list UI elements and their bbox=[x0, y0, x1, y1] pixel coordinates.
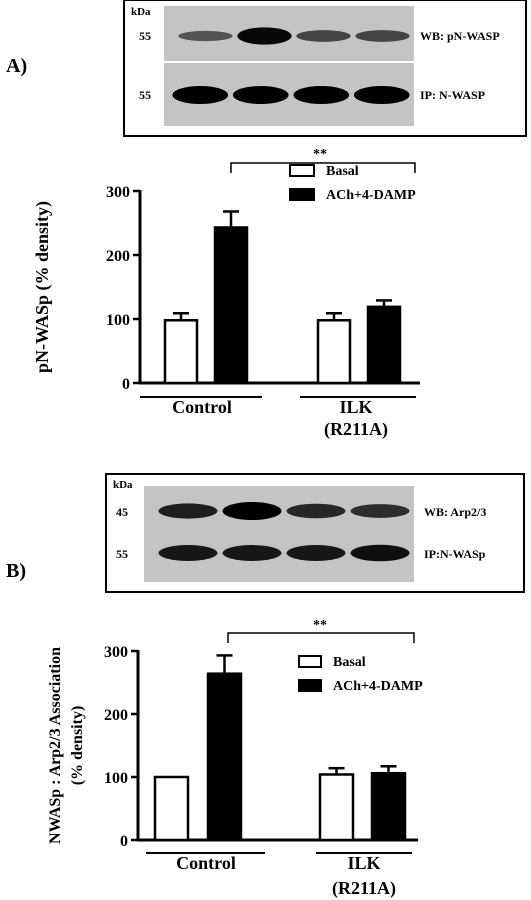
blot-row-label: IP:N-WASp bbox=[424, 547, 486, 561]
blot-row-label: WB: pN-WASP bbox=[420, 29, 500, 43]
blot-band-row bbox=[158, 502, 410, 520]
bar bbox=[153, 775, 190, 842]
kda-label: kDa bbox=[131, 6, 151, 18]
blot-row-label: WB: Arp2/3 bbox=[424, 505, 486, 519]
group-label: ILK bbox=[347, 853, 380, 873]
blot-band bbox=[237, 27, 292, 45]
bar bbox=[366, 305, 402, 385]
y-tick-label: 0 bbox=[120, 833, 128, 850]
bar bbox=[206, 672, 243, 842]
legend-entry: Basal bbox=[326, 164, 359, 179]
group-label: Control bbox=[172, 397, 232, 417]
legend-entry: Basal bbox=[333, 655, 366, 670]
y-tick-label: 0 bbox=[122, 376, 130, 393]
mw-marker: 45 bbox=[116, 505, 128, 519]
group-label: ILK bbox=[339, 397, 372, 417]
y-tick-label: 200 bbox=[106, 248, 130, 265]
blot-band bbox=[296, 30, 351, 42]
panel-b-bar-chart: 0 100 200 300 NWASp : Arp2/3 Association (% d… bbox=[47, 618, 423, 899]
panel-a-label: A) bbox=[6, 55, 27, 77]
blot-band bbox=[286, 503, 346, 519]
panel-a-bar-chart: 0 100 200 300 pN-WASp (% density) Control ILK(… bbox=[32, 147, 420, 440]
legend-swatch bbox=[289, 164, 315, 177]
panel-b: B) kDa 45 55 WB: Arp2/3 IP:N-WASp 0 100 20… bbox=[6, 473, 525, 899]
mw-marker: 55 bbox=[139, 29, 151, 43]
blot-membrane bbox=[144, 486, 414, 582]
significance-marker: ** bbox=[313, 618, 327, 633]
blot-band bbox=[158, 545, 218, 561]
blot-band bbox=[286, 545, 346, 561]
blot-band-row bbox=[172, 86, 410, 104]
blot-row-label: IP: N-WASP bbox=[420, 88, 485, 102]
bar bbox=[163, 319, 199, 385]
blot-band bbox=[178, 30, 233, 42]
blot-membrane bbox=[164, 6, 414, 126]
significance-bracket bbox=[227, 632, 415, 643]
bar bbox=[370, 771, 407, 842]
y-tick-label: 100 bbox=[106, 312, 130, 329]
legend-swatch bbox=[298, 655, 322, 668]
blot-band bbox=[293, 86, 350, 104]
y-tick-label: 300 bbox=[104, 644, 128, 661]
blot-band bbox=[355, 30, 410, 42]
blot-band bbox=[350, 504, 410, 518]
panel-b-label: B) bbox=[6, 560, 26, 582]
bar bbox=[213, 226, 249, 385]
group-label: (R211A) bbox=[324, 419, 388, 440]
significance-bracket bbox=[230, 162, 416, 173]
y-axis-title: NWASp : Arp2/3 Association bbox=[47, 647, 64, 844]
mw-marker: 55 bbox=[139, 88, 151, 102]
panel-a-blot: kDa 55 55 WB: pN-WASP IP: N-WASP bbox=[123, 0, 527, 137]
panel-a: A) kDa 55 55 WB: pN-WASP IP: N-WASP 0 100… bbox=[6, 0, 527, 440]
legend-swatch bbox=[289, 188, 315, 201]
blot-band bbox=[222, 545, 282, 561]
mw-marker: 55 bbox=[116, 547, 128, 561]
y-tick-label: 300 bbox=[106, 184, 130, 201]
blot-band bbox=[232, 86, 289, 104]
blot-band bbox=[350, 544, 410, 562]
legend-entry: ACh+4-DAMP bbox=[326, 188, 416, 203]
group-label: Control bbox=[176, 853, 236, 873]
y-tick-label: 100 bbox=[104, 770, 128, 787]
kda-label: kDa bbox=[113, 479, 133, 491]
legend-swatch bbox=[298, 679, 322, 692]
y-axis-title: pN-WASp (% density) bbox=[32, 201, 53, 373]
blot-band bbox=[172, 86, 229, 104]
bar bbox=[318, 773, 355, 842]
blot-band bbox=[222, 502, 282, 520]
legend-entry: ACh+4-DAMP bbox=[333, 679, 423, 694]
group-label: (R211A) bbox=[332, 878, 396, 899]
blot-band bbox=[353, 86, 410, 104]
y-axis-title: (% density) bbox=[69, 706, 86, 786]
blot-band-row bbox=[178, 27, 410, 45]
y-tick-label: 200 bbox=[104, 707, 128, 724]
bar bbox=[316, 319, 352, 385]
blot-band bbox=[158, 503, 218, 519]
blot-band-row bbox=[158, 544, 410, 562]
significance-marker: ** bbox=[313, 147, 327, 162]
panel-b-blot: kDa 45 55 WB: Arp2/3 IP:N-WASp bbox=[105, 473, 525, 593]
